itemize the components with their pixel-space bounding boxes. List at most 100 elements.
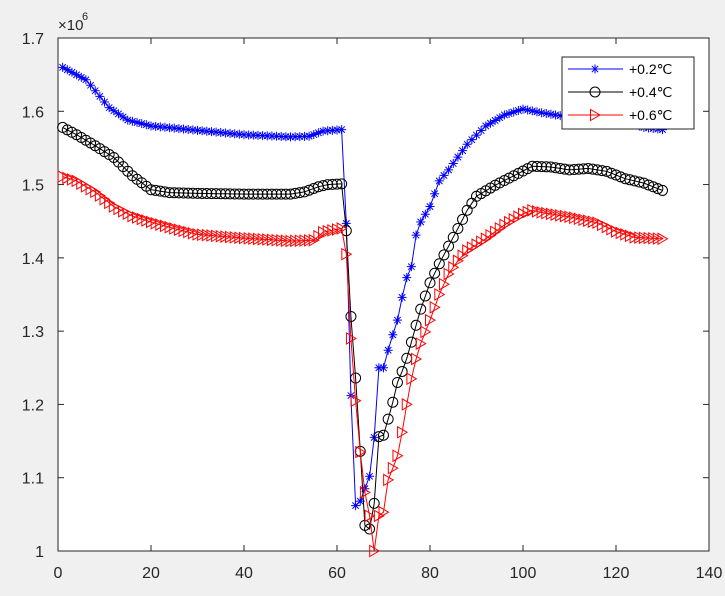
legend-label: +0.4℃ bbox=[629, 84, 672, 100]
data-point bbox=[476, 126, 486, 136]
data-point bbox=[345, 310, 357, 322]
data-point bbox=[509, 107, 519, 117]
series-2 bbox=[57, 121, 668, 535]
data-point bbox=[318, 126, 328, 136]
x-tick-label: 140 bbox=[696, 565, 723, 582]
data-point bbox=[72, 70, 82, 80]
data-point bbox=[304, 131, 314, 141]
data-point bbox=[230, 129, 240, 139]
data-point bbox=[345, 332, 357, 345]
legend-marker bbox=[590, 64, 600, 74]
data-point bbox=[113, 109, 123, 119]
data-point bbox=[266, 188, 278, 200]
data-point bbox=[159, 186, 171, 198]
y-tick-label: 1.5 bbox=[22, 178, 44, 195]
x-tick-label: 120 bbox=[603, 565, 630, 582]
data-point bbox=[369, 544, 381, 558]
data-point bbox=[95, 91, 105, 101]
data-point bbox=[481, 121, 491, 131]
data-point bbox=[396, 365, 408, 377]
data-point bbox=[323, 126, 333, 136]
legend-entry-2: +0.4℃ bbox=[568, 84, 672, 100]
data-point bbox=[243, 188, 255, 200]
data-point bbox=[434, 176, 444, 186]
data-point bbox=[146, 121, 156, 131]
data-point bbox=[453, 152, 463, 162]
data-point bbox=[331, 178, 343, 190]
data-point bbox=[540, 161, 552, 173]
data-point bbox=[559, 163, 571, 175]
data-point bbox=[224, 188, 236, 200]
data-point bbox=[485, 118, 495, 128]
data-point bbox=[416, 217, 426, 227]
data-point bbox=[425, 202, 435, 212]
data-point bbox=[643, 179, 655, 191]
data-point bbox=[532, 107, 542, 117]
data-point bbox=[536, 161, 548, 173]
x-tick-label: 100 bbox=[510, 565, 537, 582]
y-tick-label: 1.2 bbox=[22, 397, 44, 414]
data-point bbox=[350, 394, 362, 408]
data-point bbox=[513, 106, 523, 116]
legend-entry-1: +0.2℃ bbox=[568, 61, 672, 77]
data-point bbox=[280, 188, 292, 200]
data-point bbox=[257, 188, 269, 200]
data-point bbox=[573, 163, 585, 175]
data-point bbox=[205, 188, 217, 200]
data-point bbox=[388, 330, 398, 340]
data-point bbox=[531, 160, 543, 172]
data-point bbox=[448, 159, 458, 169]
data-point bbox=[141, 120, 151, 130]
data-point bbox=[127, 116, 137, 126]
x-tick-label: 20 bbox=[142, 565, 160, 582]
data-point bbox=[444, 165, 454, 175]
data-point bbox=[458, 146, 468, 156]
data-point bbox=[382, 413, 394, 425]
data-point bbox=[438, 277, 450, 291]
data-point bbox=[248, 130, 258, 140]
data-point bbox=[188, 125, 198, 135]
data-point bbox=[351, 501, 361, 511]
legend-marker bbox=[589, 86, 601, 98]
data-point bbox=[434, 288, 446, 301]
data-point bbox=[164, 187, 176, 199]
data-point bbox=[165, 123, 175, 133]
data-point bbox=[179, 124, 189, 134]
data-point bbox=[336, 178, 348, 190]
data-point bbox=[652, 183, 664, 195]
data-point bbox=[638, 177, 650, 189]
data-point bbox=[197, 126, 207, 136]
data-point bbox=[610, 169, 622, 181]
data-point bbox=[415, 303, 427, 315]
data-point bbox=[67, 67, 77, 77]
data-point bbox=[337, 125, 347, 135]
data-point bbox=[439, 170, 449, 180]
data-point bbox=[457, 213, 469, 225]
data-point bbox=[322, 179, 334, 191]
data-point bbox=[420, 209, 430, 219]
data-point bbox=[564, 164, 575, 176]
data-point bbox=[387, 461, 399, 475]
y-exponent-base: ×10 bbox=[58, 17, 83, 34]
data-point bbox=[392, 449, 404, 463]
data-point bbox=[425, 313, 436, 327]
data-point bbox=[244, 130, 254, 140]
data-point bbox=[499, 110, 509, 120]
data-point bbox=[109, 106, 119, 116]
data-point bbox=[392, 315, 402, 325]
data-point bbox=[537, 108, 547, 118]
data-point bbox=[551, 110, 561, 120]
data-point bbox=[411, 352, 423, 366]
y-exponent-power: 6 bbox=[82, 11, 88, 23]
data-point bbox=[577, 163, 589, 175]
data-point bbox=[173, 187, 185, 199]
data-point bbox=[415, 337, 427, 350]
x-tick-label: 40 bbox=[235, 565, 253, 582]
data-point bbox=[58, 62, 68, 72]
data-point bbox=[258, 131, 268, 141]
data-point bbox=[90, 86, 100, 96]
data-point bbox=[233, 188, 245, 200]
legend-label: +0.2℃ bbox=[629, 61, 672, 77]
data-point bbox=[155, 122, 165, 132]
